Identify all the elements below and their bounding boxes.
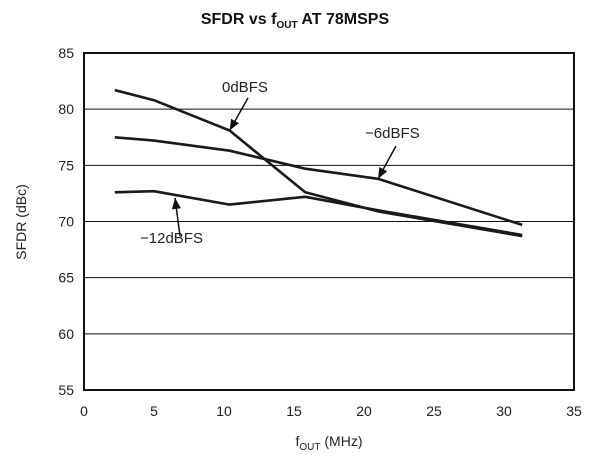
annotations: 0dBFS −6dBFS −12dBFS	[140, 79, 420, 247]
x-tick-labels: 0 5 10 15 20 25 30 35	[80, 403, 582, 419]
x-tick-label: 25	[426, 403, 442, 419]
y-tick-label: 80	[58, 101, 74, 117]
annotation-arrowhead	[229, 118, 239, 131]
y-tick-label: 75	[58, 157, 74, 173]
series-line-1	[114, 136, 523, 227]
annotation-label: −6dBFS	[365, 125, 420, 142]
annotation-arrowhead	[171, 197, 181, 210]
y-tick-label: 60	[58, 326, 74, 342]
x-axis-label-sub: OUT	[299, 442, 320, 453]
series-line-2	[114, 189, 523, 237]
y-axis-label: SFDR (dBc)	[13, 184, 29, 259]
x-tick-label: 15	[286, 403, 302, 419]
series-line-0	[114, 88, 523, 238]
series-lines	[114, 88, 523, 238]
annotation-arrowhead	[378, 167, 388, 179]
x-tick-label: 35	[566, 403, 582, 419]
x-tick-label: 20	[356, 403, 372, 419]
x-axis-label: fOUT (MHz)	[296, 433, 363, 453]
x-tick-label: 30	[496, 403, 512, 419]
x-axis-label-tail: (MHz)	[321, 433, 363, 449]
x-tick-label: 0	[80, 403, 88, 419]
x-axis-label-main: f	[296, 433, 300, 449]
chart-title: SFDR vs fOUT AT 78MSPS	[201, 11, 390, 31]
chart-title-main: SFDR vs f	[201, 11, 277, 28]
y-tick-labels: 55 60 65 70 75 80 85	[58, 45, 74, 398]
grid	[84, 52, 574, 391]
y-tick-label: 85	[58, 45, 74, 61]
annotation-label: −12dBFS	[140, 230, 203, 247]
y-tick-label: 55	[58, 382, 74, 398]
x-tick-label: 10	[216, 403, 232, 419]
chart-title-sub: OUT	[276, 20, 297, 31]
chart-title-tail: AT 78MSPS	[298, 11, 390, 28]
y-tick-label: 65	[58, 270, 74, 286]
plot-frame	[83, 52, 575, 391]
annotation-label: 0dBFS	[222, 79, 268, 96]
y-tick-label: 70	[58, 214, 74, 230]
x-tick-label: 5	[150, 403, 158, 419]
